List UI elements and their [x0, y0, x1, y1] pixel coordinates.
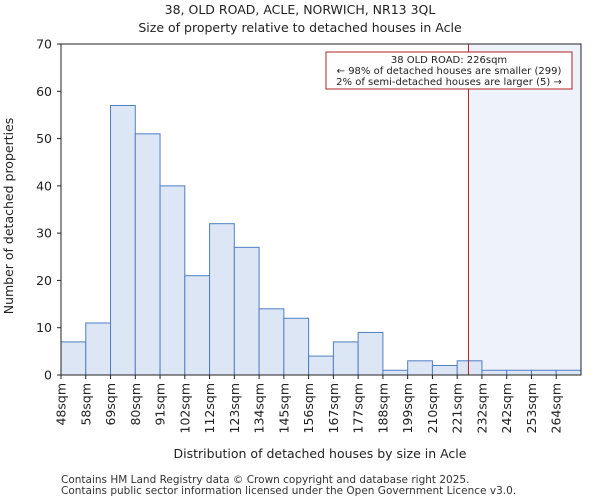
bar-221sqm [456, 360, 483, 376]
bar-69sqm [110, 104, 136, 376]
annotation-line-3: 2% of semi-detached houses are larger (5… [336, 77, 562, 88]
x-tick-label: 232sqm [474, 383, 489, 433]
x-tick-label: 242sqm [499, 383, 514, 433]
bar-58sqm [85, 322, 112, 376]
x-tick-label: 177sqm [351, 383, 366, 433]
y-tick-label: 60 [36, 84, 52, 99]
x-tick-label: 80sqm [128, 383, 143, 426]
marker-shade-layer [468, 44, 581, 375]
x-tick-label: 156sqm [301, 383, 316, 433]
bar-145sqm [283, 317, 310, 376]
y-tick-label: 30 [36, 226, 52, 241]
x-tick-label: 102sqm [177, 383, 192, 433]
x-tick-label: 48sqm [54, 383, 69, 426]
bar-112sqm [209, 223, 235, 376]
bar-48sqm [60, 341, 87, 376]
x-axis-label: Distribution of detached houses by size … [174, 446, 467, 461]
y-ticks: 0 10 20 30 40 50 60 70 [36, 37, 61, 383]
x-tick-label: 134sqm [252, 383, 267, 433]
bar-199sqm [407, 360, 433, 376]
y-tick-label: 70 [36, 37, 52, 52]
x-tick-label: 69sqm [103, 383, 118, 426]
bar-210sqm [431, 365, 458, 376]
plot-frame [60, 43, 582, 376]
y-tick-label: 20 [36, 273, 52, 288]
x-ticks: 48sqm 58sqm 69sqm 80sqm 91sqm 102sqm 112sqm 123… [54, 375, 564, 433]
x-tick-label: 199sqm [400, 383, 415, 433]
y-axis-label: Number of detached properties [1, 118, 16, 315]
y-tick-label: 0 [44, 368, 52, 383]
y-tick-label: 50 [36, 131, 52, 146]
bar-102sqm [184, 275, 211, 376]
bar-91sqm [159, 185, 186, 376]
annotation-box: 38 OLD ROAD: 226sqm ← 98% of detached ho… [325, 51, 573, 90]
annotation-line-1: 38 OLD ROAD: 226sqm [391, 55, 507, 66]
chart-subtitle: Size of property relative to detached ho… [138, 20, 462, 35]
x-tick-label: 188sqm [375, 383, 390, 433]
bar-264sqm [555, 369, 582, 376]
x-tick-label: 167sqm [326, 383, 341, 433]
bar-123sqm [233, 246, 260, 376]
bar-177sqm [357, 331, 384, 376]
larger-region-shade [468, 44, 581, 375]
x-tick-label: 210sqm [425, 383, 440, 433]
bar-167sqm [332, 341, 359, 376]
bar-80sqm [134, 133, 161, 376]
chart-title: 38, OLD ROAD, ACLE, NORWICH, NR13 3QL [165, 2, 436, 17]
y-tick-label: 10 [36, 320, 52, 335]
x-tick-label: 221sqm [450, 383, 465, 433]
x-tick-label: 58sqm [78, 383, 93, 426]
y-tick-label: 40 [36, 178, 52, 193]
bar-156sqm [308, 355, 334, 376]
bars-layer [60, 104, 582, 376]
x-tick-label: 264sqm [549, 383, 564, 433]
bar-253sqm [530, 369, 557, 376]
x-tick-label: 112sqm [202, 383, 217, 433]
annotation-box-frame [325, 51, 573, 90]
annotation-line-2: ← 98% of detached houses are smaller (29… [337, 66, 562, 77]
x-tick-label: 145sqm [276, 383, 291, 433]
x-tick-label: 123sqm [227, 383, 242, 433]
x-tick-label: 91sqm [153, 383, 168, 426]
bar-188sqm [382, 369, 409, 376]
footer-line-2: Contains public sector information licen… [61, 485, 516, 497]
bar-242sqm [506, 369, 532, 376]
x-tick-label: 253sqm [524, 383, 539, 433]
footer-line-1: Contains HM Land Registry data © Crown c… [61, 474, 469, 486]
bar-232sqm [481, 369, 508, 376]
bar-134sqm [258, 308, 285, 376]
